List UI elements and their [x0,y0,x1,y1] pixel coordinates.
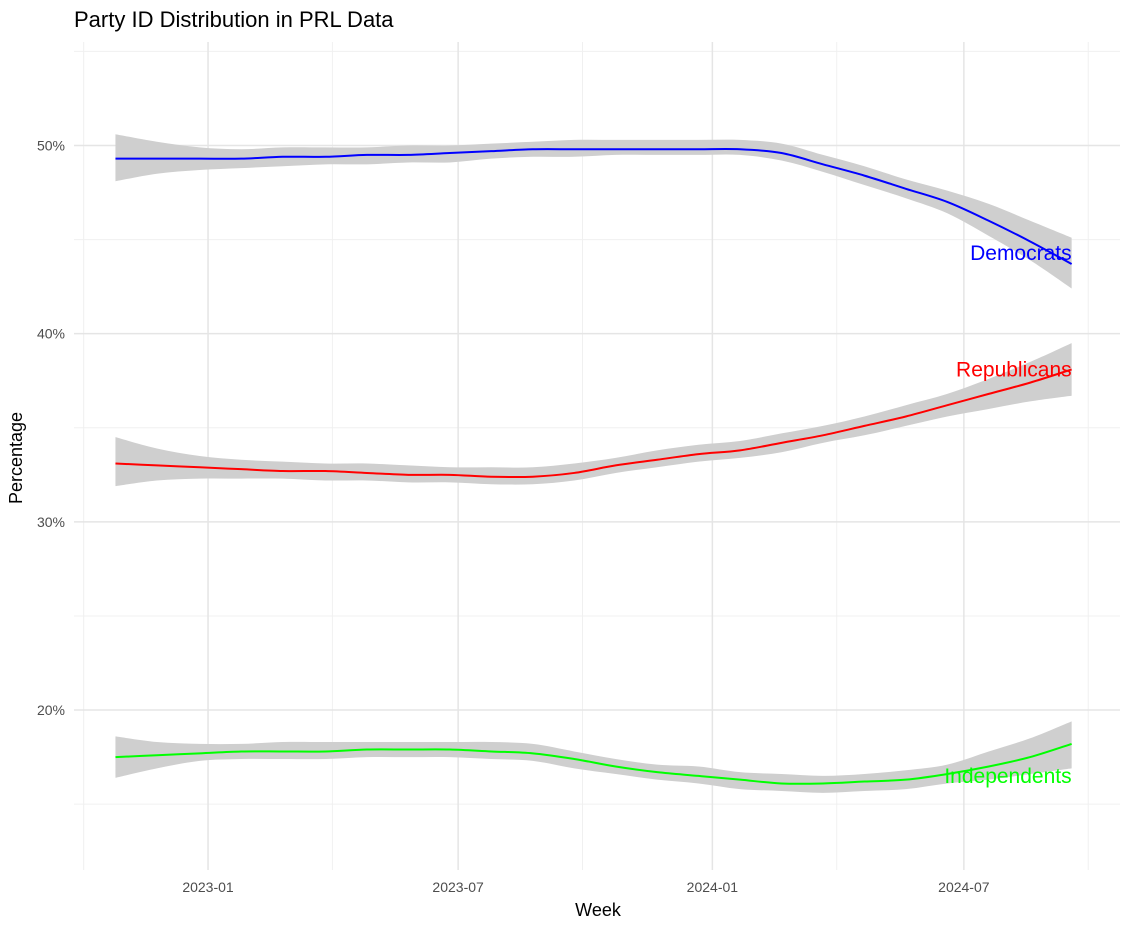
democrats-trend-line [115,147,1073,265]
democrats-confidence-band [115,134,1072,289]
confidence-bands [115,134,1072,793]
chart-title: Party ID Distribution in PRL Data [74,7,394,32]
x-axis-title: Week [575,900,622,920]
x-tick-label: 2024-01 [687,879,739,895]
y-tick-label: 40% [37,326,65,342]
trend-lines [115,147,1073,785]
democrats-label: Democrats [970,242,1072,265]
series-labels: Democrats Republicans Independents [944,242,1071,788]
independents-label: Independents [944,765,1071,788]
y-tick-label: 30% [37,514,65,530]
republicans-label: Republicans [956,358,1072,381]
republicans-confidence-band [115,343,1072,487]
y-axis-title: Percentage [6,412,26,504]
x-axis-ticks: 2023-01 2023-07 2024-01 2024-07 [182,879,989,895]
y-tick-label: 50% [37,138,65,154]
x-tick-label: 2024-07 [938,879,990,895]
independents-trend-line [115,742,1072,785]
x-tick-label: 2023-01 [182,879,234,895]
y-axis-ticks: 20% 30% 40% 50% [37,138,65,719]
y-tick-label: 20% [37,702,65,718]
x-tick-label: 2023-07 [432,879,484,895]
republicans-trend-line [115,368,1072,479]
independents-confidence-band [115,721,1072,793]
